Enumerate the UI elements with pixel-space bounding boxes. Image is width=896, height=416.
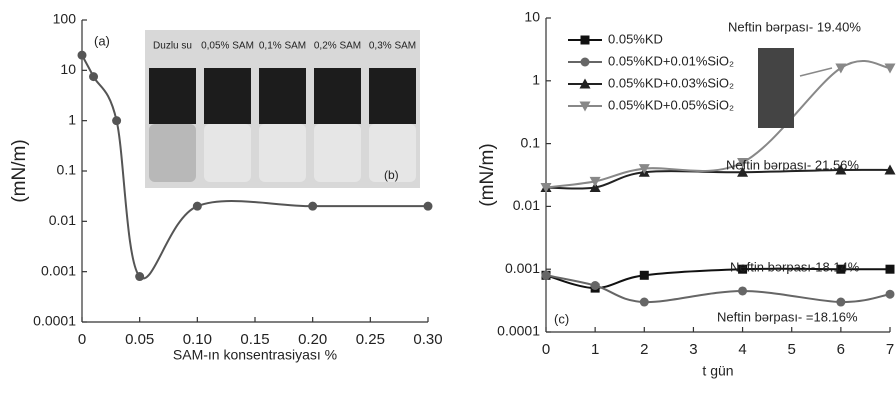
panel-tag: (a)	[94, 33, 110, 48]
marker	[836, 297, 846, 307]
y-tick-label: 0.001	[505, 260, 540, 276]
y-tick-label: 0.01	[49, 212, 76, 228]
marker	[638, 164, 650, 175]
legend-label: 0.05%KD+0.03%SiO₂	[608, 75, 734, 90]
marker	[192, 201, 202, 211]
panel-tag: (c)	[554, 311, 569, 326]
x-tick-label: 2	[640, 341, 648, 358]
marker	[639, 297, 649, 307]
marker	[423, 201, 433, 211]
x-tick-label: 6	[837, 341, 845, 358]
marker	[835, 63, 847, 74]
vial-top	[204, 68, 251, 124]
vial-top	[259, 68, 306, 124]
y-tick-label: 0.0001	[497, 323, 540, 339]
marker	[884, 63, 896, 74]
x-tick-label: 1	[591, 341, 599, 358]
y-tick-label: 10	[524, 9, 540, 25]
marker	[589, 176, 601, 187]
x-tick-label: 7	[886, 341, 894, 358]
y-tick-label: 0.1	[521, 134, 541, 150]
marker	[112, 116, 122, 126]
marker	[579, 101, 591, 112]
marker	[580, 57, 590, 67]
y-tick-label: 0.0001	[33, 313, 76, 329]
vial-bottom	[369, 124, 416, 182]
marker	[540, 182, 552, 193]
vial-bottom	[204, 124, 251, 182]
x-axis-label: SAM-ın konsentrasiyası %	[173, 347, 337, 363]
marker	[590, 281, 600, 291]
vial-bottom	[259, 124, 306, 182]
annotation: Neftin bərpası- 19.40%	[728, 19, 861, 34]
inset-label: 0,05% SAM	[201, 41, 254, 52]
marker	[308, 201, 318, 211]
marker	[836, 264, 846, 274]
inset-label: 0,1% SAM	[259, 41, 306, 52]
vial-top	[314, 68, 361, 124]
x-tick-label: 0.10	[183, 331, 212, 348]
x-tick-label: 5	[788, 341, 796, 358]
marker	[77, 50, 87, 60]
annotation: Neftin bərpası- 21.56%	[726, 157, 859, 172]
x-tick-label: 0	[542, 341, 550, 358]
marker	[884, 164, 896, 175]
x-tick-label: 0.20	[298, 331, 327, 348]
y-tick-label: 1	[532, 72, 540, 88]
annotation: Neftin bərpası-18.14%	[730, 259, 860, 274]
y-tick-label: 0.01	[513, 197, 540, 213]
marker	[738, 286, 748, 296]
y-tick-label: 100	[53, 11, 77, 27]
marker	[541, 270, 551, 280]
arrow	[799, 67, 833, 77]
legend-label: 0.05%KD+0.05%SiO₂	[608, 97, 734, 112]
annotation: Neftin bərpası- =18.16%	[717, 309, 858, 324]
y-tick-label: 0.1	[57, 162, 77, 178]
marker	[737, 166, 749, 177]
inset-label: Duzlu su	[153, 41, 192, 52]
x-tick-label: 0.05	[125, 331, 154, 348]
inset-tag: (b)	[384, 168, 399, 182]
vial-top	[369, 68, 416, 124]
y-tick-label: 0.001	[41, 262, 76, 278]
y-axis-label: (mN/m)	[477, 143, 498, 206]
y-tick-label: 10	[60, 61, 76, 77]
marker	[738, 264, 748, 274]
inset-photo	[758, 48, 794, 128]
x-axis-label: t gün	[702, 363, 733, 379]
marker	[835, 164, 847, 175]
x-tick-label: 4	[738, 341, 746, 358]
inset-label: 0,2% SAM	[314, 41, 361, 52]
vial-bottom	[149, 124, 196, 182]
vial-bottom	[314, 124, 361, 182]
x-tick-label: 0.25	[356, 331, 385, 348]
marker	[885, 289, 895, 299]
inset-label: 0,3% SAM	[369, 41, 416, 52]
marker	[579, 78, 591, 89]
legend-label: 0.05%KD+0.01%SiO₂	[608, 53, 734, 68]
marker	[885, 264, 895, 274]
y-axis-label: (mN/m)	[9, 139, 30, 202]
y-tick-label: 1	[68, 111, 76, 127]
marker	[89, 72, 99, 82]
marker	[589, 181, 601, 192]
x-tick-label: 0.15	[240, 331, 269, 348]
marker	[580, 35, 590, 45]
marker	[737, 158, 749, 169]
x-tick-label: 3	[689, 341, 697, 358]
marker	[639, 270, 649, 280]
x-tick-label: 0.30	[413, 331, 442, 348]
marker	[135, 272, 145, 282]
x-tick-label: 0	[78, 331, 86, 348]
vial-top	[149, 68, 196, 124]
legend-label: 0.05%KD	[608, 31, 663, 46]
